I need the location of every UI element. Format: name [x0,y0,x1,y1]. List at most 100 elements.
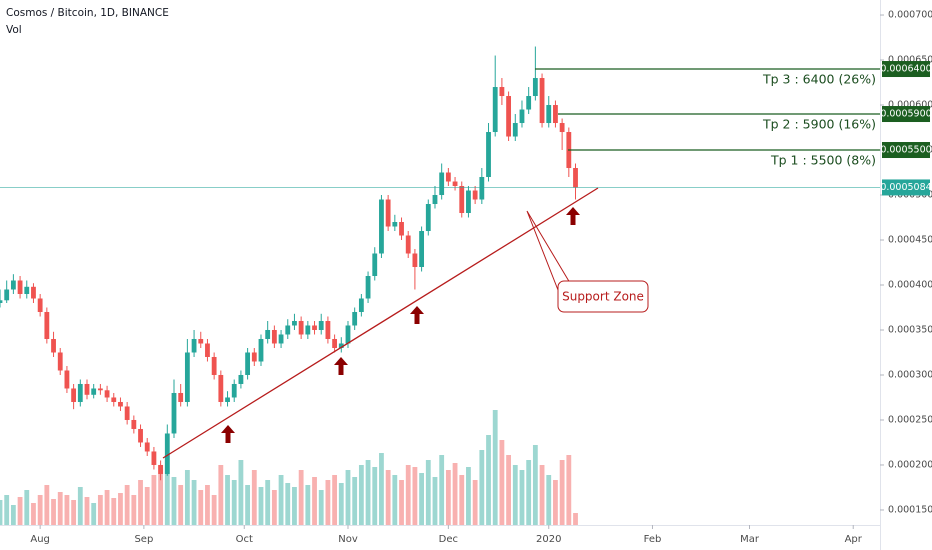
volume-bar [171,477,177,525]
candle-body [318,320,324,330]
volume-bar [573,513,578,525]
target-price-box [882,61,930,78]
volume-bar [566,455,572,525]
candle-body [459,186,465,214]
candle-body [325,320,331,339]
volume-bar [352,477,358,525]
candle-body [432,195,438,205]
candle-body [506,96,512,137]
candle-body [171,392,177,434]
candle-body [271,329,277,344]
candle-body [405,235,411,254]
volume-bar [111,498,117,525]
candle-body [184,352,190,402]
volume-bar [245,485,251,525]
candle-body [358,298,364,312]
volume-bar [184,470,190,525]
candle-body [312,325,317,330]
support-line [162,187,599,459]
candle-body [178,392,184,402]
volume-bar [144,487,150,525]
candle-body [84,383,90,395]
volume-bar [539,465,545,525]
candle-body [4,289,10,301]
candle-body [24,286,30,294]
target-price-box [882,106,930,123]
target-price-box [882,142,930,159]
callout-text: Support Zone [562,290,644,304]
volume-bar [439,455,445,525]
candle-body [553,105,558,124]
x-tick-label: Aug [30,534,50,545]
arrow [566,207,580,225]
candle-body [71,388,77,402]
volume-bar [512,465,518,525]
volume-bar [97,495,103,525]
volume-bar [158,465,164,525]
candle-body [519,109,525,124]
volume-bar [452,463,458,525]
volume-bar [4,495,10,525]
candle-body [111,397,117,402]
target-text: Tp 1 : 5500 (8%) [770,153,876,168]
candle-body [225,397,230,402]
candle-body [512,123,518,137]
candle-body [345,325,351,344]
candle-body [439,172,445,196]
volume-bar [258,487,264,525]
candle-body [338,343,344,348]
volume-bar [0,500,3,525]
candle-body [265,329,271,339]
volume-label: Vol [6,24,22,36]
volume-bar [251,470,257,525]
candle-body [44,311,50,339]
candle-body [245,352,251,375]
x-tick-label: Feb [644,534,662,545]
x-tick-label: 2020 [536,534,561,545]
volume-bar [338,483,344,525]
candle-body [532,78,538,97]
volume-bar [492,410,498,525]
volume-bar [31,503,36,525]
candle-body [64,370,70,389]
volume-bar [265,480,271,525]
volume-bar [118,493,123,525]
current-price-box [882,179,930,196]
volume-bar [198,490,204,525]
volume-bar [71,500,77,525]
volume-bar [24,490,30,525]
candle-body [258,338,264,362]
candle-body [51,338,56,353]
candle-body [151,451,157,465]
volume-bar [138,480,143,525]
volume-bar [526,460,532,525]
candle-body [298,320,304,335]
candle-body [412,253,418,267]
volume-bar [151,475,157,525]
volume-bar [305,485,311,525]
volume-layer [0,410,578,525]
candle-body [352,311,358,326]
volume-bar [77,487,83,525]
candle-body [305,325,311,335]
candle-body [539,78,545,124]
x-tick-label: Mar [740,534,760,545]
candle-body [425,204,431,232]
x-tick-label: Sep [134,534,153,545]
candle-body [211,356,217,375]
candle-body [546,105,552,124]
volume-bar [285,483,291,525]
volume-bar [419,473,425,525]
candle-body [164,433,170,474]
candle-body [419,231,425,267]
target-text: Tp 2 : 5900 (16%) [762,117,876,132]
volume-bar [466,467,471,525]
x-tick-label: Apr [845,534,863,545]
volume-bar [506,455,512,525]
arrow [410,306,424,324]
volume-bar [392,475,398,525]
volume-bar [164,455,170,525]
